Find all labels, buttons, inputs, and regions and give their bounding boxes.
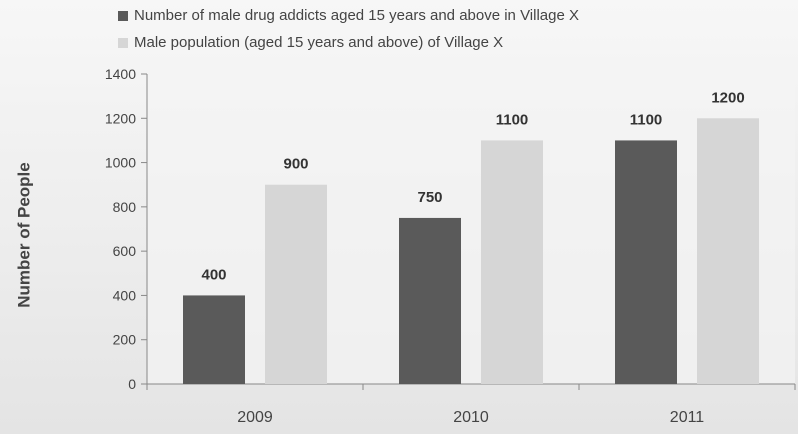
data-label: 750: [417, 189, 442, 206]
y-tick-label: 400: [113, 287, 137, 303]
legend-label-population: Male population (aged 15 years and above…: [134, 34, 504, 51]
legend-swatch-addicts: [118, 10, 128, 21]
data-label: 1100: [496, 111, 529, 128]
y-tick-label: 600: [113, 243, 137, 259]
plot-area: [147, 74, 795, 384]
legend-swatch-population: [118, 37, 128, 48]
bar: [697, 118, 759, 385]
y-tick-label: 1200: [105, 110, 136, 126]
bar: [615, 140, 677, 384]
x-tick-label: 2010: [453, 409, 489, 426]
data-label: 1200: [711, 89, 744, 106]
chart-legend: Number of male drug addicts aged 15 year…: [118, 2, 579, 56]
y-tick-label: 0: [128, 376, 136, 392]
x-tick-label: 2011: [670, 409, 705, 426]
y-tick-label: 200: [113, 332, 137, 348]
data-label: 900: [283, 156, 308, 173]
legend-item-addicts: Number of male drug addicts aged 15 year…: [118, 2, 579, 29]
y-tick-label: 1400: [105, 66, 136, 82]
data-label: 400: [201, 266, 226, 283]
data-label: 1100: [630, 111, 663, 128]
bar: [265, 184, 327, 384]
bar: [399, 217, 461, 384]
bar: [481, 140, 543, 384]
y-tick-label: 800: [113, 199, 137, 215]
x-tick-label: 2009: [237, 409, 273, 426]
y-tick-label: 1000: [105, 155, 136, 171]
legend-item-population: Male population (aged 15 years and above…: [118, 29, 579, 56]
legend-label-addicts: Number of male drug addicts aged 15 year…: [134, 7, 579, 24]
bar: [183, 295, 245, 384]
